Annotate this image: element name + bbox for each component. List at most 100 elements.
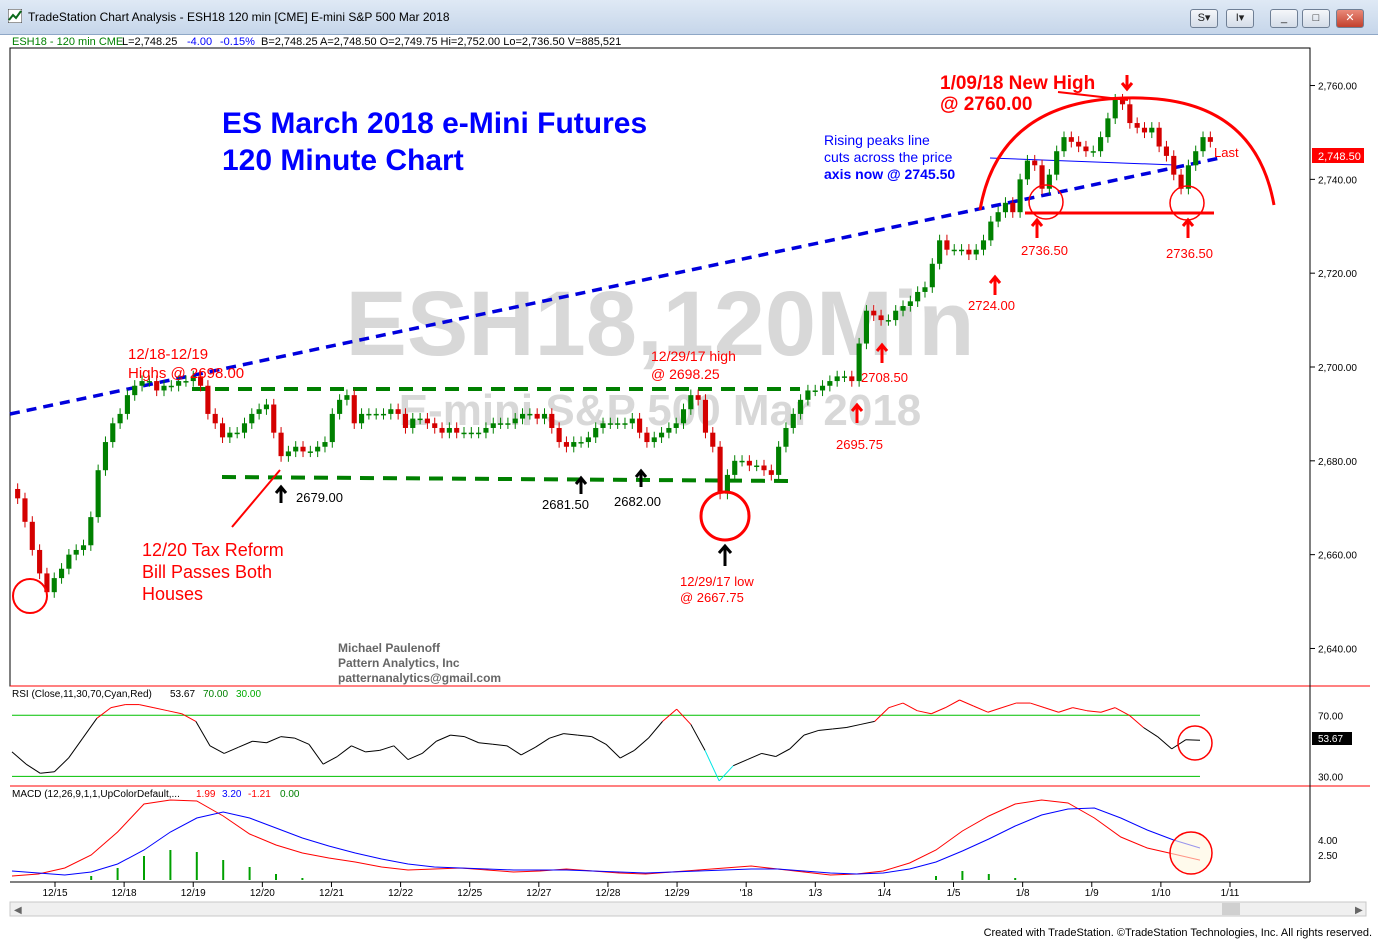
header-change: -4.00 [187,36,212,48]
scrollbar-thumb[interactable] [1222,903,1240,915]
candle-body [1010,202,1016,213]
rsi-segment [436,734,451,742]
rsi-segment [238,740,253,748]
rsi-segment [1058,707,1073,713]
candle-body [293,446,299,452]
rsi-segment [860,720,875,725]
candle-body [168,385,174,388]
chart-window[interactable]: ESH18,120Min E-mini S&P 500 Mar 2018 ESH… [0,34,1378,924]
candle-body [541,413,548,419]
rsi-segment [1157,736,1173,750]
time-tick-label: 1/3 [808,888,822,899]
candle-body [629,418,635,424]
scroll-left-icon[interactable]: ◀ [14,905,22,916]
header-last: L=2,748.25 [122,36,177,48]
rsi-segment [40,771,55,774]
rsi-segment [153,707,168,712]
macd-diff: -1.21 [248,789,271,800]
rsi-segment [690,724,706,751]
candle-body [673,423,679,428]
rsi-segment [54,757,69,773]
candle-body [746,460,752,466]
candle-body [476,432,482,435]
candle-body [446,427,452,433]
candle-body [366,413,372,416]
macd-value: 1.99 [196,789,216,800]
indicator-link-button[interactable]: I▾ [1226,9,1254,28]
candle-body [659,432,665,438]
candle-body [593,427,599,438]
candle-body [1134,123,1140,128]
rsi-segment [96,707,112,719]
candle-body [907,301,913,307]
time-tick-label: 12/19 [181,888,206,899]
candle-body [44,573,50,593]
time-tick-label: 12/29 [665,888,690,899]
tax-reform-pointer [231,469,281,528]
candle-body [483,427,489,433]
candle-body [402,413,409,428]
minimize-button[interactable]: _ [1270,9,1298,28]
rsi-segment [351,745,366,753]
header-quote: B=2,748.25 A=2,748.50 O=2,749.75 Hi=2,75… [261,36,621,48]
tradestation-app-icon [8,9,22,23]
candle-body [395,409,401,414]
rsi-tick-label: 70.00 [1318,711,1343,722]
close-button[interactable]: ✕ [1336,9,1364,28]
rsi-segment [1044,707,1059,713]
candle-body [615,423,621,425]
rsi-segment [280,736,295,739]
candle-body [966,249,972,255]
rsi-segment [1030,702,1045,709]
candle-body [424,418,430,424]
candle-body [344,395,350,400]
rsi-segment [1114,707,1130,716]
range-bottom-line [221,475,791,483]
symbol-link-button[interactable]: S▾ [1190,9,1218,28]
candle-body [841,376,848,378]
candle-body [329,413,335,443]
rsi-segment [464,736,479,744]
candle-body [812,390,818,392]
rsi-segment [294,737,310,745]
rsi-segment [775,748,791,757]
candle-body [490,423,496,428]
rsi-segment [1001,702,1017,709]
candle-body [198,376,204,386]
support-circle-0108 [1028,184,1064,220]
candle-body [1178,174,1184,189]
candle-body [263,404,269,410]
candle-body [219,423,226,438]
rsi-segment [945,699,960,709]
highs-annotation-2: Highs @ 2698.00 [128,365,244,382]
candle-body [937,240,943,264]
rsi-segment [25,763,41,774]
rsi-segment [1086,710,1102,713]
price-tick-label: 2,640.00 [1318,644,1357,655]
candle-body [856,343,862,382]
rsi-lower: 30.00 [236,689,261,700]
rsi-segment [747,752,762,761]
rsi-segment [421,740,437,754]
candle-body [256,409,262,414]
rsi-segment [917,710,932,715]
arrow-up-icon [1181,217,1195,238]
rsi-segment [931,707,946,715]
maximize-button[interactable]: □ [1302,9,1330,28]
candle-body [124,395,130,414]
dec29-high-annotation-1: 12/29/17 high [651,348,736,364]
candle-body [146,381,152,383]
candle-body [768,470,774,475]
candle-body [1061,137,1067,152]
candlestick-series [15,93,1213,598]
scroll-right-icon[interactable]: ▶ [1355,905,1363,916]
arrow-up-icon [875,342,889,363]
horizontal-scrollbar[interactable] [9,901,1367,917]
candle-body [754,465,760,468]
candle-body [29,521,35,550]
macd-tick-label: 2.50 [1318,851,1338,862]
candle-body [432,423,438,428]
new-high-annotation-2: @ 2760.00 [940,94,1033,115]
macd-circle [1169,831,1213,875]
footer: Created with TradeStation. ©TradeStation… [0,925,1378,941]
